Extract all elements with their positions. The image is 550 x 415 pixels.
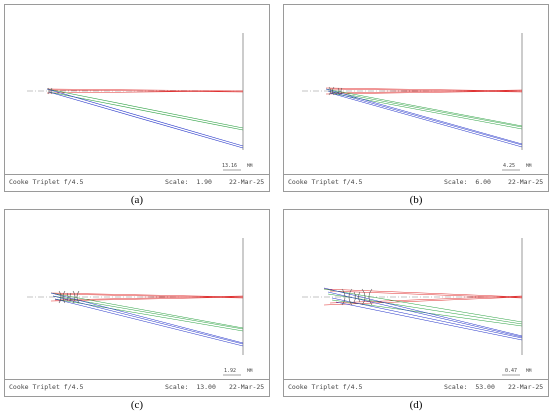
scale-bar-value: 4.25: [503, 163, 516, 169]
date-label: 22-Mar-25: [508, 383, 544, 391]
ray-diagram-b: [302, 33, 523, 171]
panel-d: 0.47 MM Cooke Triplet f/4.5 Scale: 53.00…: [283, 209, 549, 411]
mid-field-ray-bundle: [46, 88, 244, 131]
scale-bar-unit: MM: [526, 164, 532, 169]
lens-element-icon: [47, 87, 53, 95]
caption-c: (c): [130, 399, 144, 411]
edge-field-ray-bundle: [325, 88, 523, 148]
scale-value: 6.00: [475, 178, 491, 186]
lens-title: Cooke Triplet f/4.5: [288, 178, 363, 186]
scale-bar-value: 1.92: [224, 368, 237, 374]
footer-divider: [5, 174, 269, 175]
edge-field-ray-bundle: [323, 287, 523, 341]
date-label: 22-Mar-25: [229, 178, 265, 186]
mid-field-ray-bundle: [325, 88, 523, 130]
panel-b: 4.25 MM Cooke Triplet f/4.5 Scale: 6.00 …: [283, 4, 549, 206]
footer-divider: [5, 379, 269, 380]
scale-bar-unit: MM: [526, 369, 532, 374]
edge-field-ray-bundle: [50, 292, 244, 347]
lens-title: Cooke Triplet f/4.5: [9, 178, 84, 186]
date-label: 22-Mar-25: [508, 178, 544, 186]
lens-title: Cooke Triplet f/4.5: [9, 383, 84, 391]
axis-ray-bundle: [325, 87, 523, 95]
mid-field-ray-bundle: [50, 292, 244, 332]
lens-title: Cooke Triplet f/4.5: [288, 383, 363, 391]
layout-frame-a: 13.16 MM Cooke Triplet f/4.5 Scale: 1.90…: [4, 4, 270, 192]
scale-label: Scale: 53.00: [444, 383, 495, 391]
layout-frame-c: 1.92 MM Cooke Triplet f/4.5 Scale: 13.00…: [4, 209, 270, 397]
lens-element-icon: [58, 290, 80, 304]
footer-divider: [284, 174, 548, 175]
scale-bar-unit: MM: [247, 164, 253, 169]
scale-bar-value: 0.47: [505, 368, 518, 374]
scale-value: 1.90: [196, 178, 212, 186]
axis-ray-bundle: [323, 288, 523, 306]
caption-a: (a): [130, 194, 144, 206]
caption-d: (d): [409, 399, 423, 411]
scale-bar-value: 13.16: [222, 163, 238, 169]
lens-element-icon: [328, 86, 343, 96]
layout-frame-d: 0.47 MM Cooke Triplet f/4.5 Scale: 53.00…: [283, 209, 549, 397]
panel-a: 13.16 MM Cooke Triplet f/4.5 Scale: 1.90…: [4, 4, 270, 206]
panel-c: 1.92 MM Cooke Triplet f/4.5 Scale: 13.00…: [4, 209, 270, 411]
edge-field-ray-bundle: [46, 88, 244, 149]
scale-label: Scale: 1.90: [165, 178, 212, 186]
ray-diagram-c: [27, 238, 244, 376]
lens-element-icon: [341, 288, 373, 306]
footer-divider: [284, 379, 548, 380]
date-label: 22-Mar-25: [229, 383, 265, 391]
layout-frame-b: 4.25 MM Cooke Triplet f/4.5 Scale: 6.00 …: [283, 4, 549, 192]
caption-b: (b): [409, 194, 423, 206]
ray-diagram-d: [302, 238, 523, 376]
scale-label: Scale: 6.00: [444, 178, 491, 186]
ray-diagram-a: [27, 33, 244, 171]
scale-value: 13.00: [196, 383, 216, 391]
scale-value: 53.00: [475, 383, 495, 391]
scale-label: Scale: 13.00: [165, 383, 216, 391]
axis-ray-bundle: [50, 292, 244, 302]
scale-bar-unit: MM: [247, 369, 253, 374]
axis-ray-bundle: [46, 88, 244, 94]
